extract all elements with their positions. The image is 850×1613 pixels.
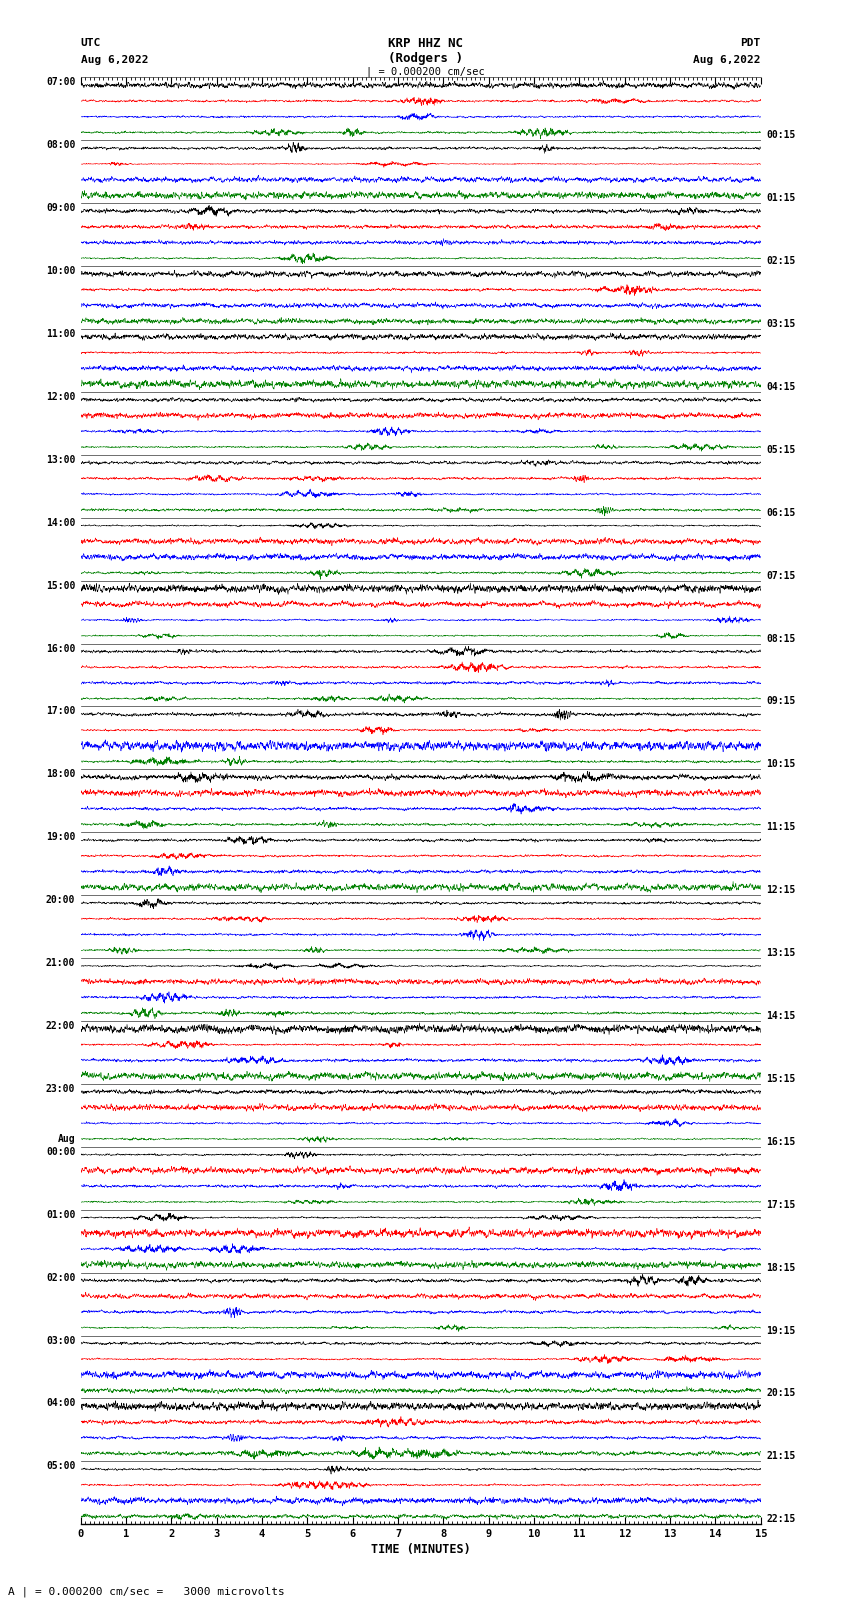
Text: 14:00: 14:00 [46, 518, 76, 527]
Text: 10:00: 10:00 [46, 266, 76, 276]
Text: 16:15: 16:15 [766, 1137, 796, 1147]
Text: 00:00: 00:00 [46, 1147, 76, 1157]
Text: 17:15: 17:15 [766, 1200, 796, 1210]
Text: UTC: UTC [81, 39, 101, 48]
Text: | = 0.000200 cm/sec: | = 0.000200 cm/sec [366, 66, 484, 77]
Text: 02:00: 02:00 [46, 1273, 76, 1282]
X-axis label: TIME (MINUTES): TIME (MINUTES) [371, 1544, 471, 1557]
Text: 03:15: 03:15 [766, 319, 796, 329]
Text: 15:15: 15:15 [766, 1074, 796, 1084]
Text: 11:00: 11:00 [46, 329, 76, 339]
Text: 12:15: 12:15 [766, 886, 796, 895]
Text: 12:00: 12:00 [46, 392, 76, 402]
Text: 22:00: 22:00 [46, 1021, 76, 1031]
Text: 08:15: 08:15 [766, 634, 796, 644]
Text: 05:15: 05:15 [766, 445, 796, 455]
Text: 13:00: 13:00 [46, 455, 76, 465]
Text: 06:15: 06:15 [766, 508, 796, 518]
Text: 01:00: 01:00 [46, 1210, 76, 1219]
Text: 04:00: 04:00 [46, 1398, 76, 1408]
Text: 19:00: 19:00 [46, 832, 76, 842]
Text: 22:15: 22:15 [766, 1515, 796, 1524]
Text: 23:00: 23:00 [46, 1084, 76, 1094]
Text: KRP HHZ NC: KRP HHZ NC [388, 37, 462, 50]
Text: 21:15: 21:15 [766, 1452, 796, 1461]
Text: PDT: PDT [740, 39, 761, 48]
Text: 11:15: 11:15 [766, 823, 796, 832]
Text: 05:00: 05:00 [46, 1461, 76, 1471]
Text: 07:15: 07:15 [766, 571, 796, 581]
Text: 04:15: 04:15 [766, 382, 796, 392]
Text: 01:15: 01:15 [766, 194, 796, 203]
Text: Aug 6,2022: Aug 6,2022 [694, 55, 761, 65]
Text: 02:15: 02:15 [766, 256, 796, 266]
Text: 18:00: 18:00 [46, 769, 76, 779]
Text: 20:15: 20:15 [766, 1389, 796, 1398]
Text: 21:00: 21:00 [46, 958, 76, 968]
Text: 19:15: 19:15 [766, 1326, 796, 1336]
Text: (Rodgers ): (Rodgers ) [388, 52, 462, 65]
Text: 16:00: 16:00 [46, 644, 76, 653]
Text: 07:00: 07:00 [46, 77, 76, 87]
Text: 14:15: 14:15 [766, 1011, 796, 1021]
Text: 15:00: 15:00 [46, 581, 76, 590]
Text: 20:00: 20:00 [46, 895, 76, 905]
Text: 13:15: 13:15 [766, 948, 796, 958]
Text: 18:15: 18:15 [766, 1263, 796, 1273]
Text: A | = 0.000200 cm/sec =   3000 microvolts: A | = 0.000200 cm/sec = 3000 microvolts [8, 1586, 286, 1597]
Text: 09:15: 09:15 [766, 697, 796, 706]
Text: 03:00: 03:00 [46, 1336, 76, 1345]
Text: 08:00: 08:00 [46, 140, 76, 150]
Text: 17:00: 17:00 [46, 706, 76, 716]
Text: 09:00: 09:00 [46, 203, 76, 213]
Text: Aug 6,2022: Aug 6,2022 [81, 55, 148, 65]
Text: 10:15: 10:15 [766, 760, 796, 769]
Text: 00:15: 00:15 [766, 131, 796, 140]
Text: Aug: Aug [58, 1134, 76, 1145]
